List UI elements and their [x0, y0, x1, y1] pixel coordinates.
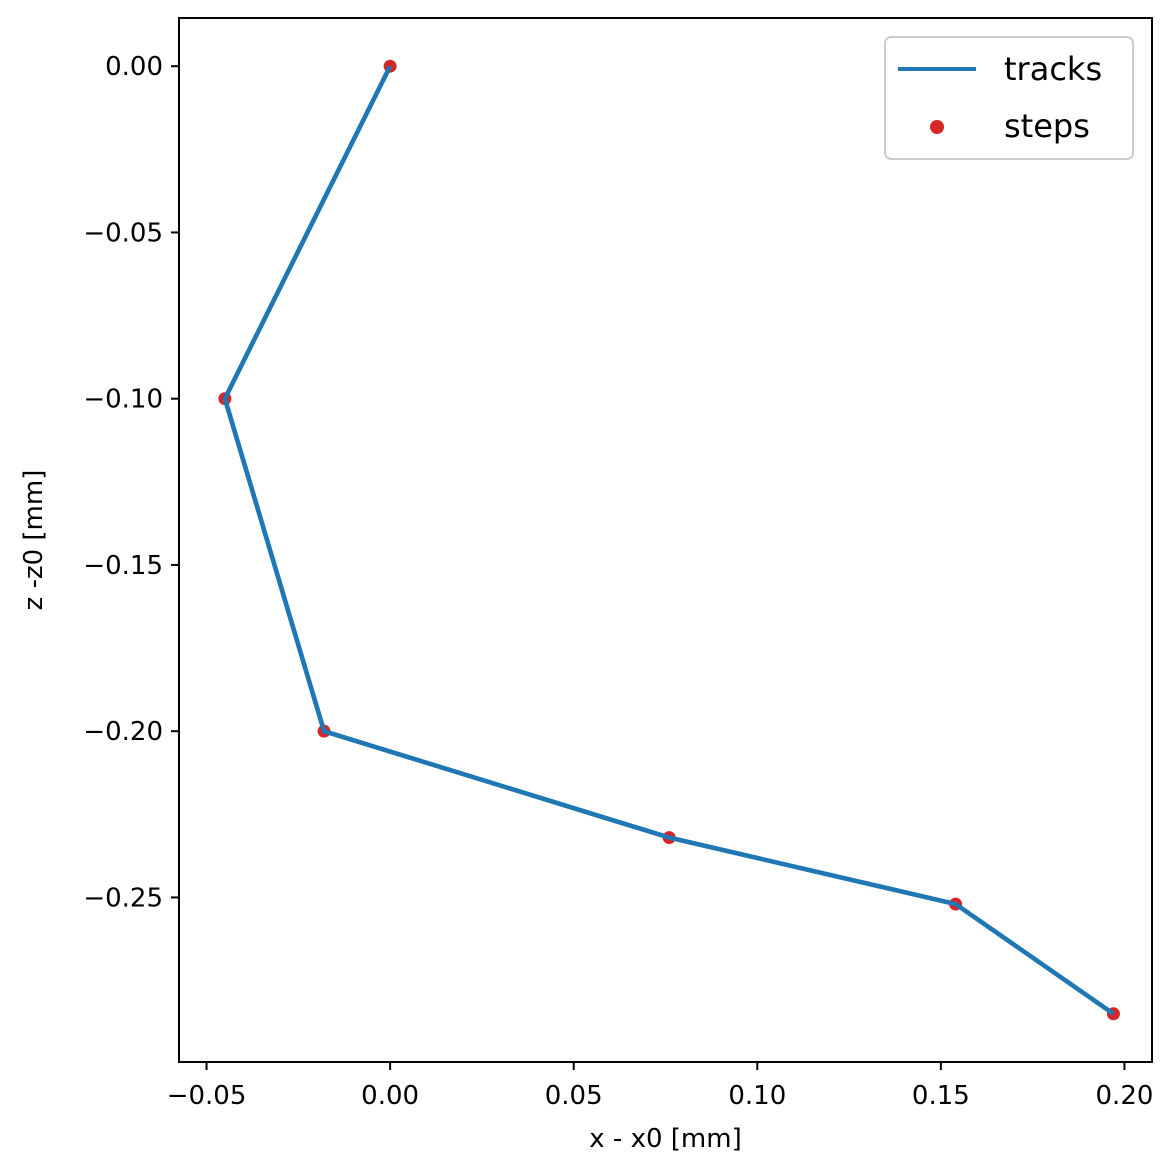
legend-label-steps: steps	[1004, 107, 1090, 145]
x-tick-label: 0.10	[728, 1081, 786, 1111]
x-tick-label: 0.20	[1096, 1081, 1154, 1111]
legend: tracks steps	[884, 36, 1134, 160]
y-tick-label: −0.15	[83, 551, 163, 581]
legend-marker-swatch	[930, 120, 944, 134]
y-axis-ticks: 0.00 −0.05 −0.10 −0.15 −0.20 −0.25	[83, 52, 179, 913]
x-axis-label: x - x0 [mm]	[589, 1124, 741, 1154]
axes-frame	[178, 17, 1153, 1063]
x-tick-label: 0.05	[545, 1081, 603, 1111]
legend-label-tracks: tracks	[1004, 50, 1102, 88]
y-tick-label: −0.20	[83, 717, 163, 747]
y-tick-label: 0.00	[105, 52, 163, 82]
y-tick-label: −0.25	[83, 883, 163, 913]
x-tick-label: 0.15	[912, 1081, 970, 1111]
plot-content	[218, 59, 1120, 1021]
y-axis-label: z -z0 [mm]	[19, 470, 49, 611]
x-tick-label: −0.05	[167, 1081, 247, 1111]
x-tick-label: 0.00	[361, 1081, 419, 1111]
y-tick-label: −0.10	[83, 385, 163, 415]
y-tick-label: −0.05	[83, 218, 163, 248]
series-line-tracks-overlay	[222, 65, 1115, 1016]
x-axis-ticks: −0.05 0.00 0.05 0.10 0.15 0.20	[167, 1062, 1154, 1111]
